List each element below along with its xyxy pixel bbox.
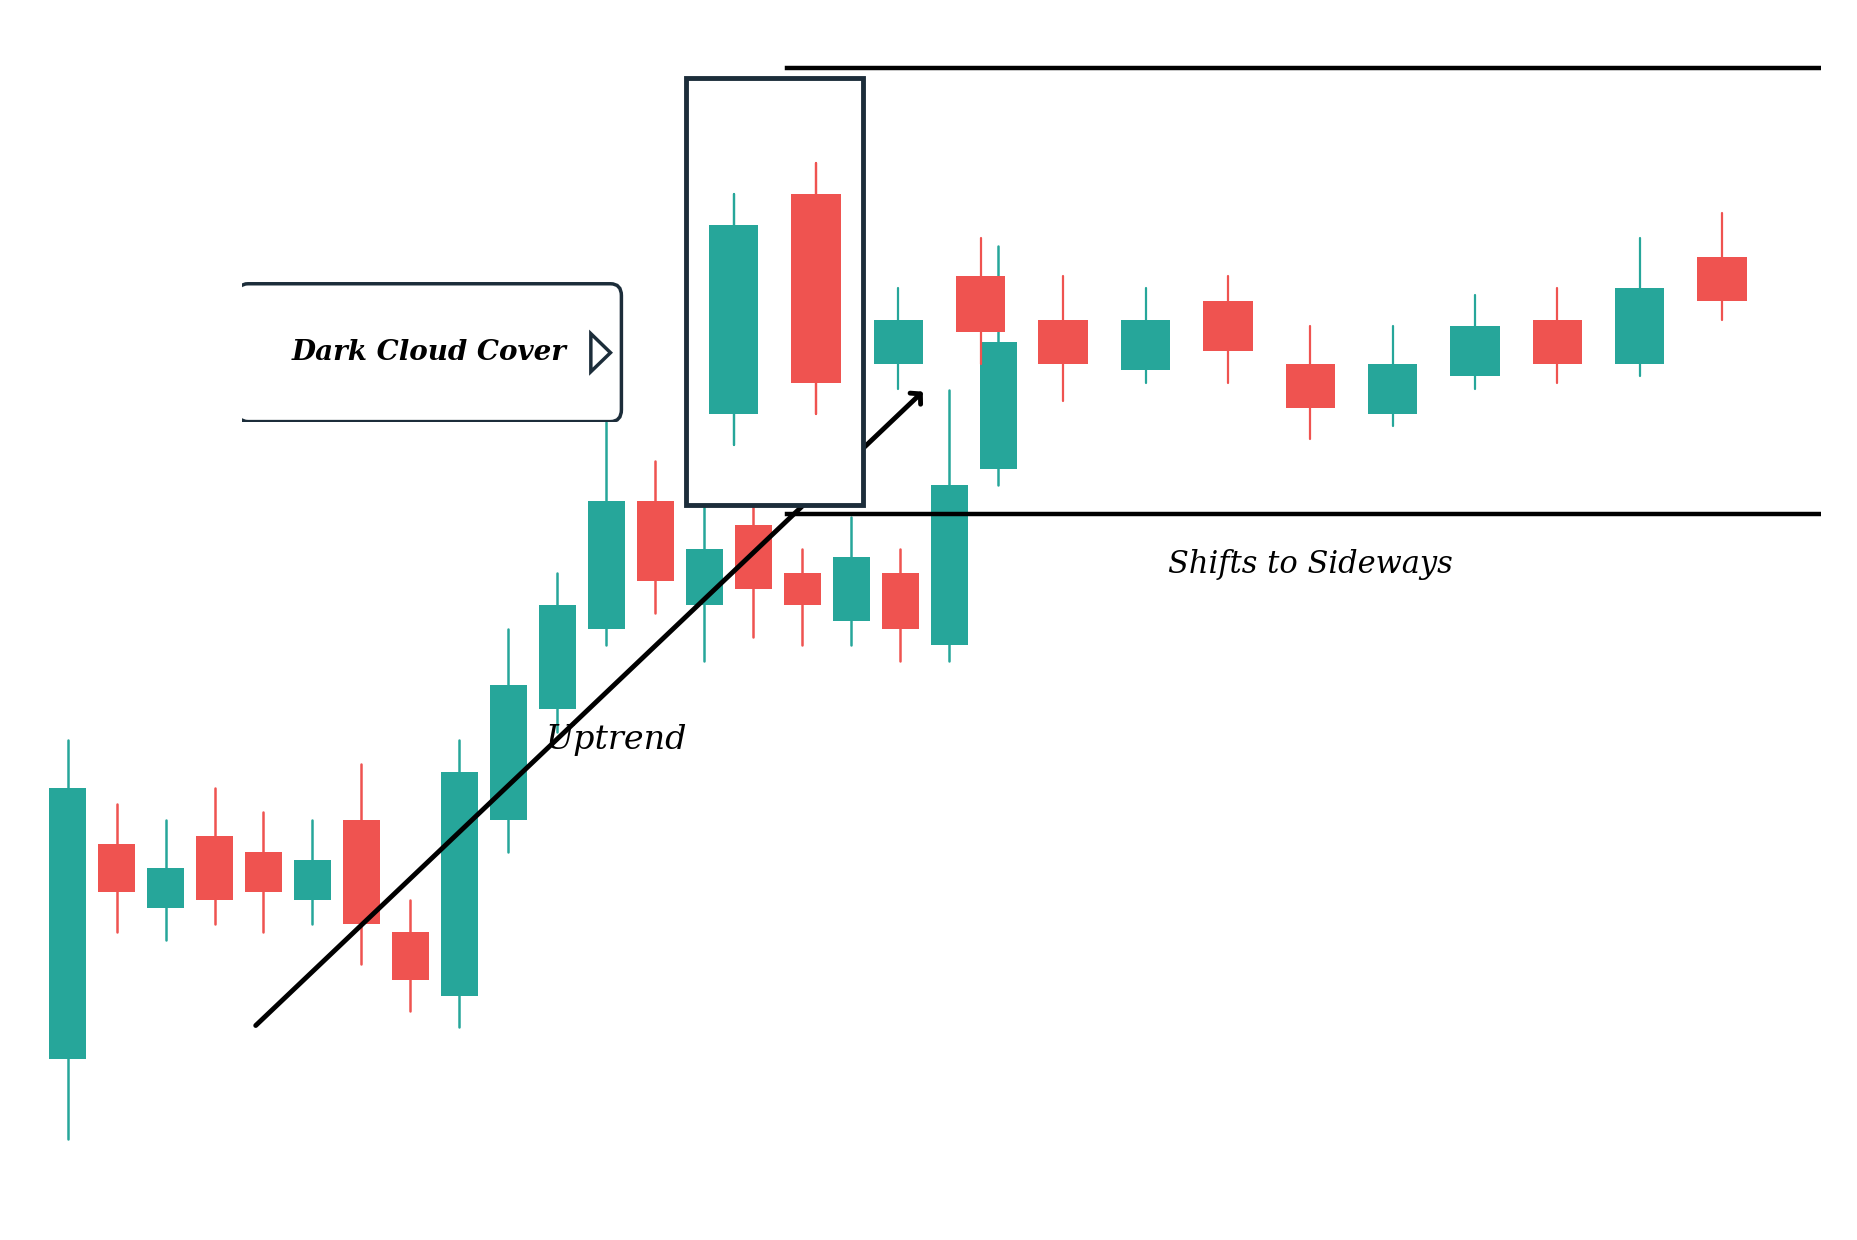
Bar [791, 195, 841, 382]
Bar [873, 320, 923, 363]
Text: Uptrend: Uptrend [546, 724, 687, 756]
Bar [882, 573, 919, 629]
Text: Shifts to Sideways: Shifts to Sideways [1168, 549, 1452, 580]
Bar [956, 275, 1005, 332]
Bar [344, 820, 381, 924]
Bar [709, 226, 758, 414]
Bar [1367, 363, 1417, 414]
FancyBboxPatch shape [685, 78, 862, 505]
Bar [1450, 326, 1499, 376]
Bar [637, 501, 674, 582]
Bar [1697, 257, 1746, 301]
Polygon shape [591, 334, 611, 372]
Bar [832, 557, 869, 621]
Bar [1285, 363, 1333, 408]
Bar [539, 605, 576, 708]
Bar [587, 501, 624, 629]
Bar [979, 342, 1016, 470]
Bar [195, 836, 232, 900]
Bar [930, 485, 967, 645]
Bar [98, 844, 136, 892]
Bar [784, 573, 821, 605]
Bar [48, 789, 85, 1059]
Bar [1203, 301, 1252, 351]
Bar [1614, 289, 1664, 363]
Bar [685, 549, 722, 605]
Bar [392, 931, 429, 980]
Bar [734, 526, 771, 589]
Bar [709, 226, 758, 414]
Bar [245, 852, 282, 892]
FancyBboxPatch shape [238, 284, 620, 422]
Bar [1120, 320, 1170, 370]
Bar [490, 684, 527, 820]
Bar [1532, 320, 1580, 363]
Bar [791, 195, 841, 382]
Bar [147, 868, 184, 908]
Bar [440, 773, 477, 996]
Text: Dark Cloud Cover: Dark Cloud Cover [292, 340, 566, 366]
Bar [1038, 320, 1086, 363]
Bar [293, 861, 331, 900]
